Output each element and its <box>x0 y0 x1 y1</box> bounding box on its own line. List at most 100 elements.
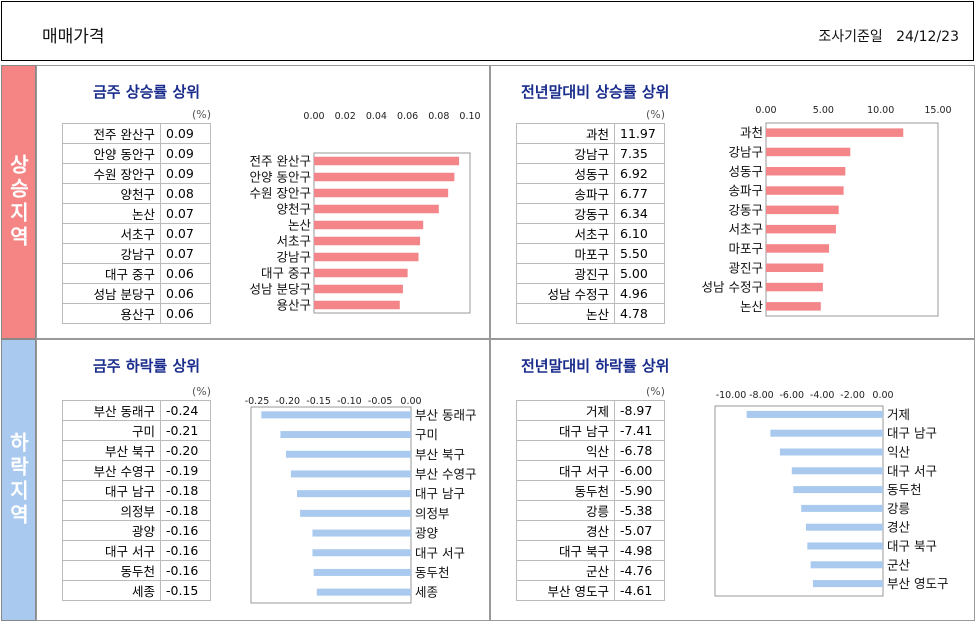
change-rate: 0.07 <box>160 203 211 224</box>
table-row: 논산 4.78 <box>516 303 665 324</box>
change-rate: -6.00 <box>614 460 665 481</box>
table-row: 광진구 5.00 <box>516 263 665 284</box>
table-row: 군산 -4.76 <box>516 560 665 581</box>
table-row: 서초구 0.07 <box>62 223 211 244</box>
tick-label: -6.00 <box>780 390 805 401</box>
bar <box>805 523 883 531</box>
table-row: 대구 서구 -0.16 <box>62 540 211 561</box>
bar <box>779 448 883 456</box>
bar <box>766 302 821 311</box>
category-label: 부산 영도구 <box>887 576 948 591</box>
bar <box>766 128 904 137</box>
category-label: 대구 서구 <box>887 463 937 478</box>
tick-label: 10.00 <box>867 105 894 116</box>
change-rate: -4.61 <box>614 580 665 601</box>
change-rate: 0.08 <box>160 183 211 204</box>
table-row: 강남구 7.35 <box>516 143 665 164</box>
bar <box>812 580 883 588</box>
tick-label: 15.00 <box>924 105 951 116</box>
ytd-rise-panel: 전년말대비 상승률 상위 (%) 과천 11.97 강남구 7.35 성동구 6.92 송파… <box>490 65 975 339</box>
category-label: 대구 중구 <box>261 266 311 281</box>
category-label: 익산 <box>887 445 911 460</box>
bar <box>297 490 411 498</box>
category-label: 양천구 <box>276 202 311 217</box>
tick-label: 0.10 <box>459 111 480 122</box>
change-rate: 7.35 <box>614 143 665 164</box>
region-name: 세종 <box>62 580 161 601</box>
table-row: 세종 -0.15 <box>62 580 211 601</box>
ytd-rise-table: 과천 11.97 강남구 7.35 성동구 6.92 송파구 6.77 강동구 6.34 서초구 6.… <box>516 123 665 324</box>
bar <box>314 300 400 310</box>
category-label: 논산 <box>740 299 764 314</box>
tick-label: 0.00 <box>872 390 893 401</box>
table-row: 양천구 0.08 <box>62 183 211 204</box>
table-row: 성동구 6.92 <box>516 163 665 184</box>
bar <box>791 467 883 475</box>
table-row: 대구 북구 -4.98 <box>516 540 665 561</box>
change-rate: 0.06 <box>160 303 211 324</box>
category-label: 강남구 <box>276 250 311 265</box>
table-row: 전주 완산구 0.09 <box>62 123 211 144</box>
change-rate: -0.18 <box>160 500 211 521</box>
bar <box>766 244 830 253</box>
bar <box>766 147 851 157</box>
category-label: 군산 <box>887 557 911 572</box>
category-label: 성남 분당구 <box>250 282 311 297</box>
bar <box>314 284 403 294</box>
category-label: 송파구 <box>728 183 763 198</box>
table-row: 동두천 -0.16 <box>62 560 211 581</box>
region-name: 부산 북구 <box>62 440 161 461</box>
region-name: 성동구 <box>516 163 615 184</box>
bar <box>314 172 455 182</box>
ytd-rise-chart: 0.00 5.00 10.00 15.00 과천강남구성동구송파구강동구서초구마포구광진… <box>702 105 952 317</box>
table-row: 부산 영도구 -4.61 <box>516 580 665 601</box>
category-label: 대구 남구 <box>887 426 937 441</box>
tick-label: -0.15 <box>306 396 331 407</box>
region-name: 부산 동래구 <box>62 400 161 421</box>
ytd-fall-title: 전년말대비 하락률 상위 <box>521 357 670 375</box>
rising-region-text: 상승지역 <box>6 154 30 250</box>
tick-label: -0.20 <box>276 396 301 407</box>
region-name: 성남 분당구 <box>62 283 161 304</box>
region-name: 대구 서구 <box>62 540 161 561</box>
table-row: 용산구 0.06 <box>62 303 211 324</box>
category-label: 대구 북구 <box>887 539 937 554</box>
table-row: 부산 수영구 -0.19 <box>62 460 211 481</box>
category-label: 구미 <box>415 427 438 442</box>
bar <box>314 188 449 198</box>
category-label: 경산 <box>887 520 911 535</box>
category-label: 대구 서구 <box>415 545 465 560</box>
table-row: 서초구 6.10 <box>516 223 665 244</box>
tick-label: 0.00 <box>303 111 324 122</box>
table-row: 과천 11.97 <box>516 123 665 144</box>
category-label: 부산 수영구 <box>415 466 476 481</box>
table-row: 대구 서구 -6.00 <box>516 460 665 481</box>
bar <box>793 486 883 494</box>
bar <box>261 411 411 419</box>
bar <box>801 504 883 512</box>
change-rate: 4.78 <box>614 303 665 324</box>
table-row: 부산 북구 -0.20 <box>62 440 211 461</box>
unit-label: (%) <box>192 385 212 398</box>
change-rate: -8.97 <box>614 400 665 421</box>
bar <box>280 431 411 439</box>
bar <box>770 429 883 437</box>
tick-label: -10.00 <box>716 390 747 401</box>
bar <box>314 156 460 166</box>
ytd-fall-table: 거제 -8.97 대구 남구 -7.41 익산 -6.78 대구 서구 -6.00 동두천 -5.… <box>516 400 665 601</box>
unit-label: (%) <box>646 108 666 121</box>
category-label: 동두천 <box>887 482 922 497</box>
region-name: 대구 서구 <box>516 460 615 481</box>
category-label: 수원 장안구 <box>250 186 311 201</box>
category-label: 의정부 <box>415 506 450 521</box>
rising-region-label: 상승지역 <box>1 65 36 339</box>
tick-label: 0.08 <box>428 111 449 122</box>
page-title: 매매가격 <box>42 27 105 47</box>
region-name: 용산구 <box>62 303 161 324</box>
bar <box>313 568 411 576</box>
bar <box>810 561 883 569</box>
bar <box>746 410 883 418</box>
tick-label: -0.05 <box>368 396 393 407</box>
region-name: 광진구 <box>516 263 615 284</box>
plot-frame <box>714 405 884 597</box>
